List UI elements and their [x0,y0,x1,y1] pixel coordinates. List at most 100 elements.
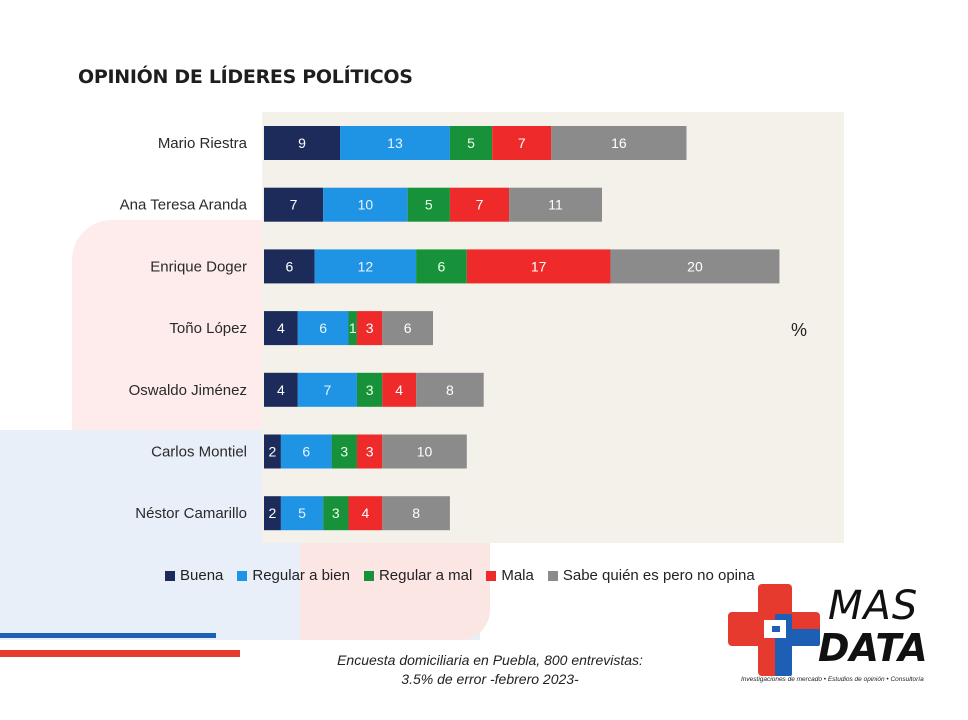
footnote-line-1: Encuesta domiciliaria en Puebla, 800 ent… [337,652,643,668]
bar-value-label: 12 [358,258,374,274]
bar-segment [280,434,332,469]
bar-value-label: 5 [298,505,306,521]
bar-value-label: 6 [319,320,327,336]
bar-value-label: 9 [298,135,306,151]
bar-segment [466,249,611,284]
bar-segment [348,311,357,346]
bar-value-label: 6 [438,258,446,274]
bar-value-label: 5 [467,135,475,151]
bar-value-label: 10 [358,197,374,213]
legend-item: Regular a mal [363,567,473,584]
bar-value-label: 3 [366,320,374,336]
bar-segment [382,372,417,407]
bar-segment [297,372,357,407]
bar-value-label: 2 [269,505,277,521]
bar-segment [449,187,510,222]
bar-segment [297,311,349,346]
bar-segment [264,311,298,346]
legend-swatch [363,570,374,581]
bar-segment [382,496,450,531]
bar-segment [416,372,484,407]
bar-segment [340,126,450,160]
bar-segment [492,126,552,160]
category-label: Néstor Camarillo [135,505,247,522]
legend-item: Regular a bien [237,567,350,584]
category-label: Ana Teresa Aranda [120,197,248,214]
legend-item: Buena [165,567,223,584]
bar-value-label: 3 [340,444,348,460]
category-label: Toño López [169,320,247,337]
bar-value-label: 6 [404,320,412,336]
bar-segment [264,496,281,531]
red-stripe [0,650,240,657]
bar-value-label: 3 [366,382,374,398]
legend: Buena Regular a bien Regular a mal Mala Sabe… [165,567,755,584]
bar-value-label: 4 [277,320,285,336]
bar-value-label: 8 [446,382,454,398]
bar-segment [323,496,349,531]
legend-label: Regular a bien [252,567,350,584]
bar-value-label: 4 [362,505,370,521]
chart-title: OPINIÓN DE LÍDERES POLÍTICOS [78,66,413,88]
bar-value-label: 7 [476,197,484,213]
bar-value-label: 3 [332,505,340,521]
bg-shape-pink-bottom [300,540,490,640]
category-label: Oswaldo Jiménez [129,382,247,399]
bar-segment [551,126,687,160]
bar-value-label: 16 [611,135,627,151]
logo-tagline: Investigaciones de mercado • Estudios de… [741,676,924,683]
bar-segment [382,434,467,469]
bar-value-label: 6 [285,258,293,274]
legend-swatch [547,570,558,581]
bar-value-label: 13 [387,135,403,151]
legend-swatch [237,570,248,581]
bar-segment [264,249,315,284]
bar-segment [323,187,408,222]
bar-value-label: 17 [531,258,547,274]
bar-segment [449,126,493,160]
bar-segment [280,496,324,531]
bar-segment [331,434,357,469]
bar-value-label: 20 [687,258,703,274]
bar-value-label: 4 [395,382,403,398]
legend-item: Sabe quién es pero no opina [547,567,755,584]
bar-segment [264,126,341,160]
bar-segment [314,249,417,284]
bar-value-label: 4 [277,382,285,398]
legend-item: Mala [486,567,534,584]
blue-stripe [0,633,216,638]
bar-value-label: 5 [425,197,433,213]
legend-swatch [486,570,497,581]
bar-segment [356,311,383,346]
footnote-line-2: 3.5% de error -febrero 2023- [401,671,579,687]
logo-text-data: DATA [818,626,928,670]
category-label: Mario Riestra [158,135,248,152]
bar-value-label: 11 [548,197,563,213]
logo-cross-icon [728,584,820,676]
bar-segment [416,249,467,284]
category-label: Carlos Montiel [151,444,247,461]
bar-value-label: 7 [518,135,526,151]
bar-segment [264,434,281,469]
bar-segment [407,187,450,222]
legend-label: Regular a mal [378,567,473,584]
bar-value-label: 3 [366,444,374,460]
bar-segment [610,249,780,284]
bar-value-label: 7 [290,197,298,213]
legend-label: Sabe quién es pero no opina [562,567,755,584]
bar-value-label: 2 [269,444,277,460]
footnote: Encuesta domiciliaria en Puebla, 800 ent… [300,651,680,689]
bar-value-label: 7 [323,382,331,398]
bar-segment [356,434,383,469]
bar-segment [264,372,298,407]
bar-segment [382,311,433,346]
category-label: Enrique Doger [150,258,247,275]
bar-value-label: 6 [302,444,310,460]
unit-label: % [791,320,808,340]
bar-value-label: 1 [349,320,357,336]
legend-swatch [165,570,175,581]
bar-segment [356,372,383,407]
logo-text-mas: MAS [828,583,919,629]
mas-data-logo: MAS DATA Investigaciones de mercado • Es… [728,584,958,694]
